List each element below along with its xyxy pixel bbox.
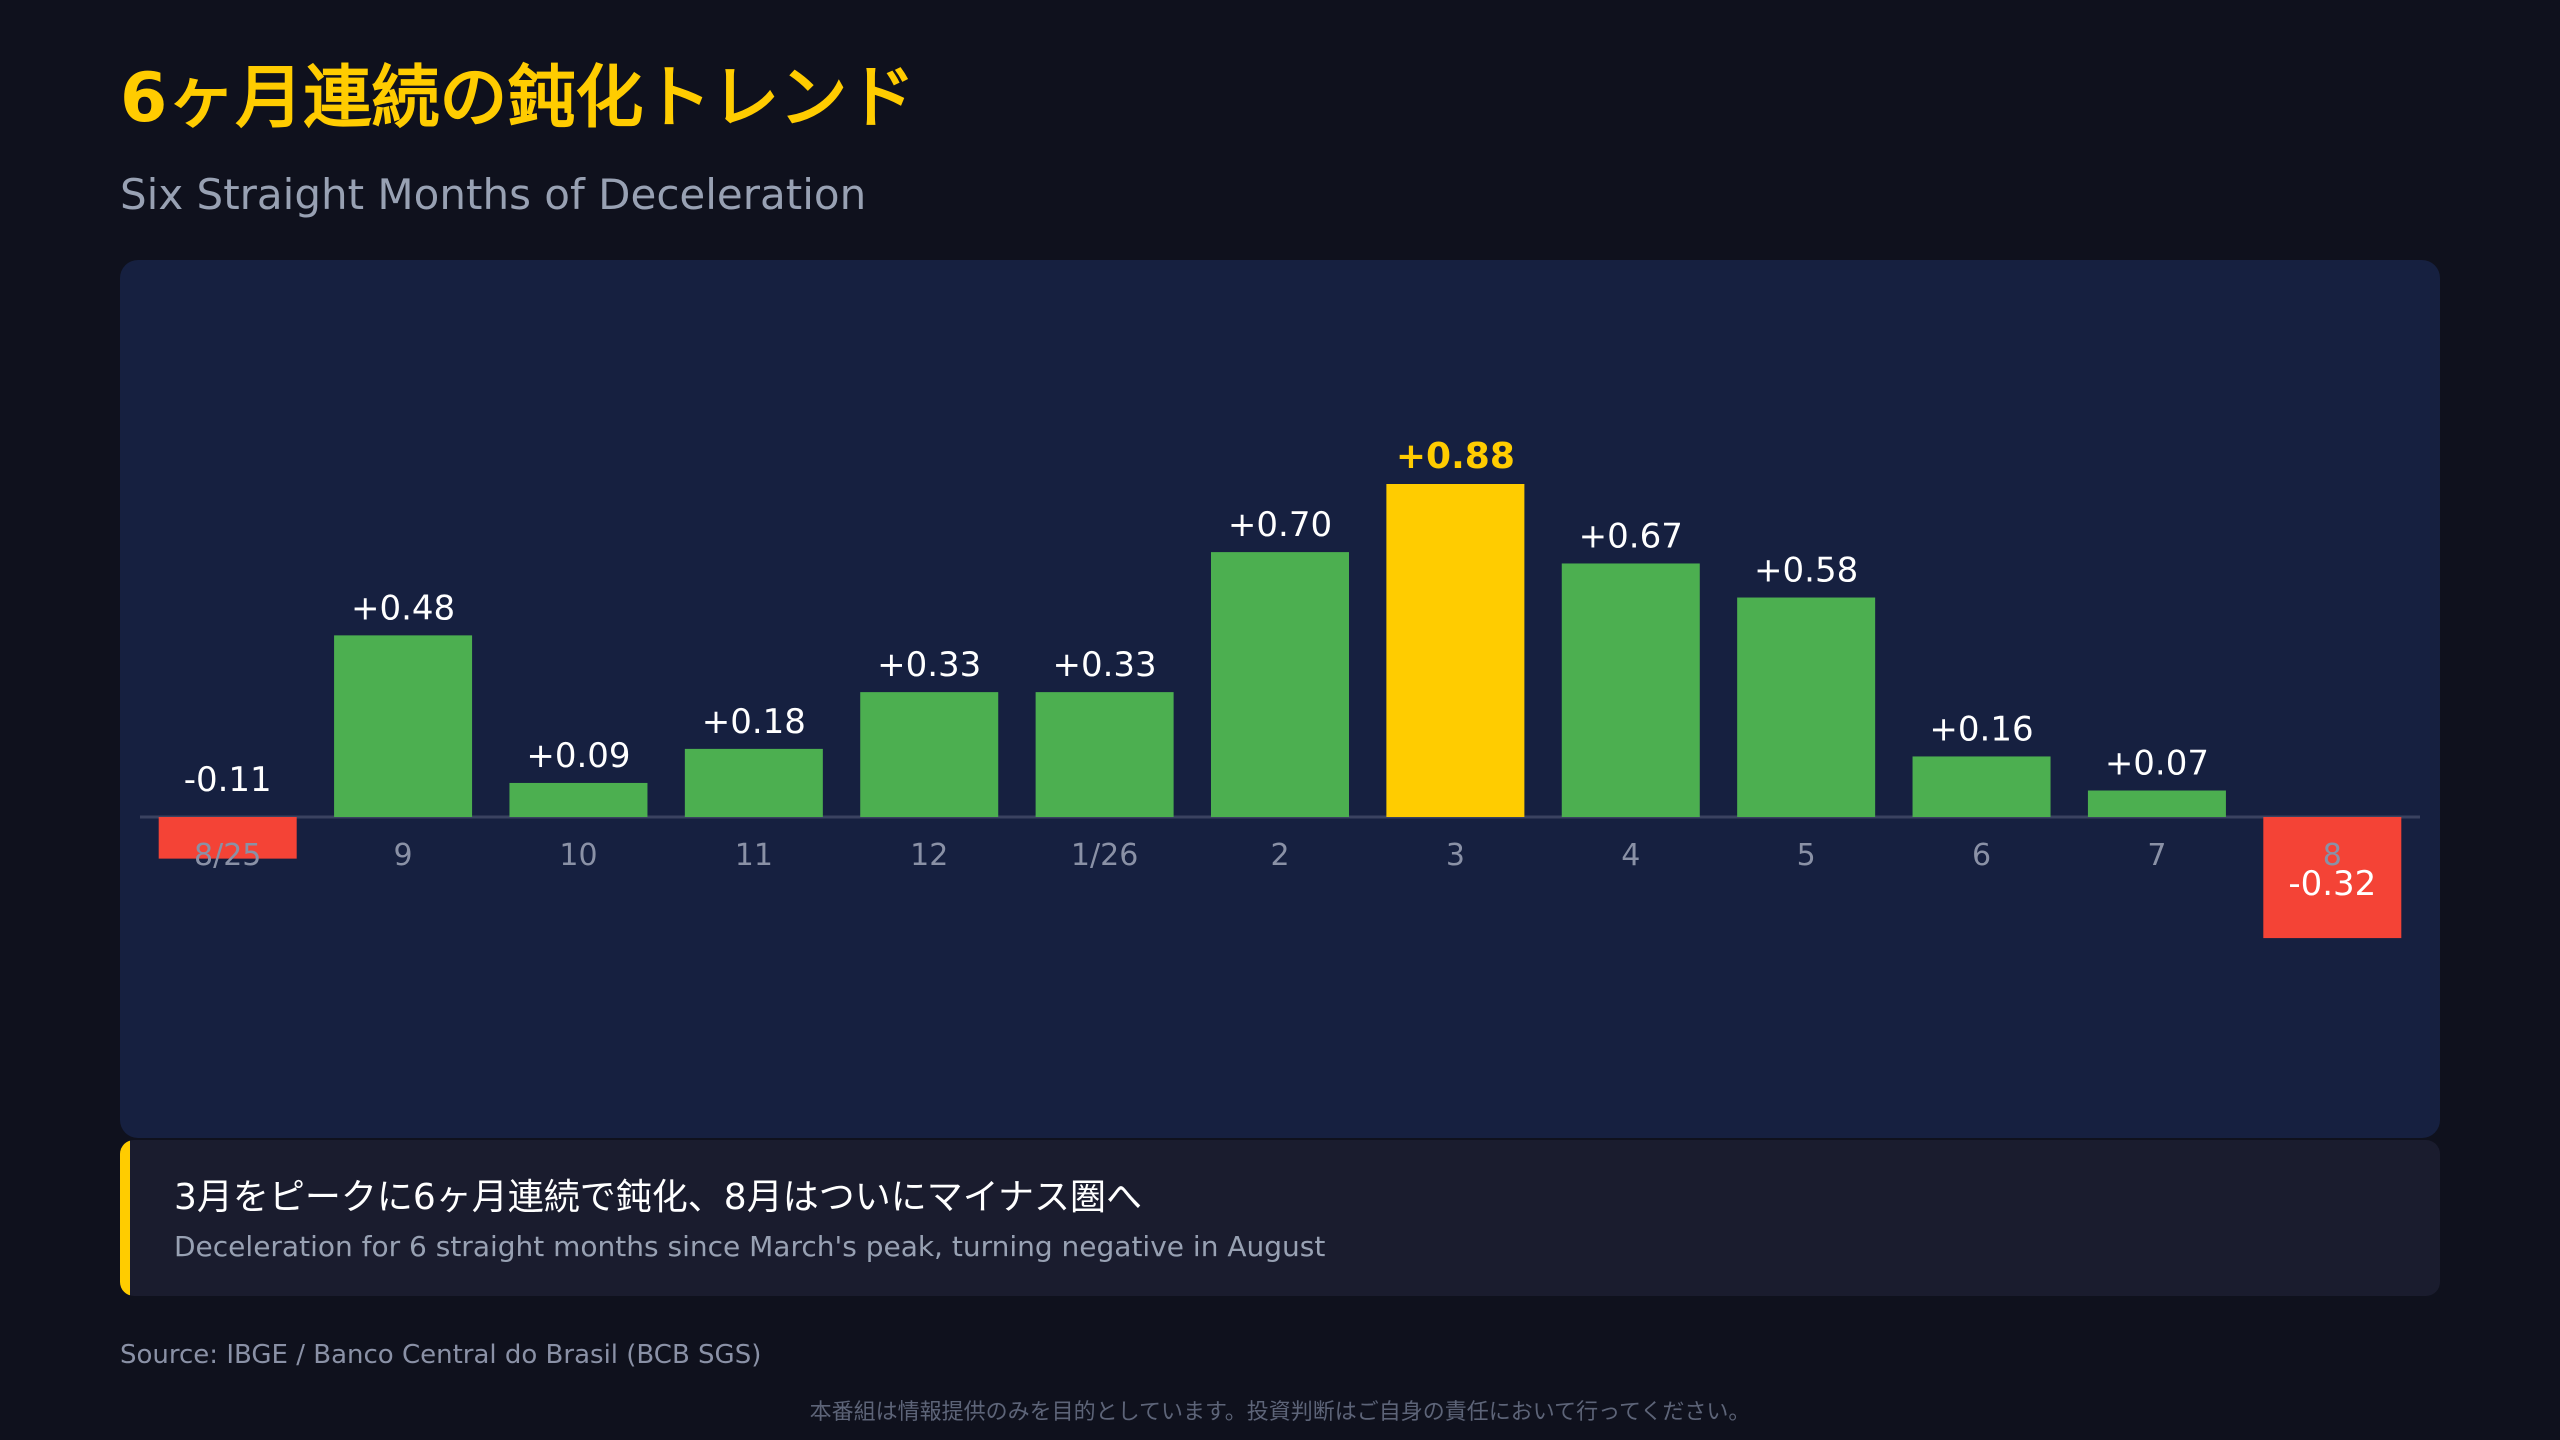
category-label: 8 (2323, 838, 2342, 873)
category-label: 1/26 (1071, 838, 1138, 873)
disclaimer: 本番組は情報提供のみを目的としています。投資判断はご自身の責任において行ってくだ… (809, 1400, 1751, 1425)
bar-4 (1561, 563, 1700, 817)
category-label: 12 (910, 838, 948, 873)
bar-chart: 8/25 9 10 11 12 1/26 2 3 4 5 6 7 8 -0.11 +0.48 +0.09 +0.… (140, 436, 2420, 939)
category-label: 9 (394, 838, 413, 873)
value-label: +0.16 (1929, 709, 2033, 749)
value-label: +0.07 (2105, 744, 2209, 784)
value-label: +0.67 (1579, 516, 1683, 556)
bar-1-26 (1035, 692, 1174, 817)
value-label: +0.33 (1053, 645, 1157, 685)
value-label: +0.33 (877, 645, 981, 685)
category-label: 11 (735, 838, 773, 873)
category-label: 3 (1446, 838, 1465, 873)
value-label: +0.70 (1228, 505, 1332, 545)
bars-group (158, 484, 2402, 939)
category-label: 10 (559, 838, 597, 873)
category-label: 4 (1621, 838, 1640, 873)
page-title: 6ヶ月連続の鈍化トレンド (120, 59, 916, 138)
bar-12 (860, 692, 999, 817)
bar-9 (334, 635, 473, 817)
category-label: 2 (1270, 838, 1289, 873)
bar-8 (2263, 817, 2402, 939)
bar-3 (1386, 484, 1525, 817)
callout-accent-bar (120, 1140, 130, 1296)
value-label: +0.09 (526, 736, 630, 776)
bar-2 (1211, 552, 1349, 817)
bar-11 (684, 748, 823, 817)
value-label: +0.18 (702, 702, 806, 742)
category-labels-group: 8/25 9 10 11 12 1/26 2 3 4 5 6 7 8 (194, 838, 2342, 873)
source-note: Source: IBGE / Banco Central do Brasil (… (120, 1340, 762, 1370)
bar-8-25 (158, 817, 297, 859)
bar-5 (1737, 597, 1876, 817)
callout-note: 3月をピークに6ヶ月連続で鈍化、8月はついにマイナス圏へ Deceleratio… (120, 1140, 2440, 1296)
category-label: 6 (1972, 838, 1991, 873)
bar-10 (509, 782, 648, 817)
value-label: +0.48 (351, 588, 455, 628)
chart-panel: 8/25 9 10 11 12 1/26 2 3 4 5 6 7 8 -0.11 +0.48 +0.09 +0.… (120, 260, 2440, 1138)
value-label: -0.11 (184, 760, 272, 800)
category-label: 7 (2147, 838, 2166, 873)
bar-7 (2087, 790, 2226, 817)
page-subtitle: Six Straight Months of Deceleration (120, 170, 867, 219)
category-label: 8/25 (194, 838, 261, 873)
callout-sub-text: Deceleration for 6 straight months since… (174, 1230, 1326, 1263)
category-label: 5 (1797, 838, 1816, 873)
value-label: +0.88 (1396, 436, 1515, 477)
value-labels-group: -0.11 +0.48 +0.09 +0.18 +0.33 +0.33 +0.70 +0.88… (184, 436, 2377, 904)
callout-main-text: 3月をピークに6ヶ月連続で鈍化、8月はついにマイナス圏へ (174, 1177, 1142, 1218)
bar-6 (1912, 756, 2051, 817)
value-label: -0.32 (2288, 864, 2376, 904)
value-label: +0.58 (1754, 551, 1858, 591)
